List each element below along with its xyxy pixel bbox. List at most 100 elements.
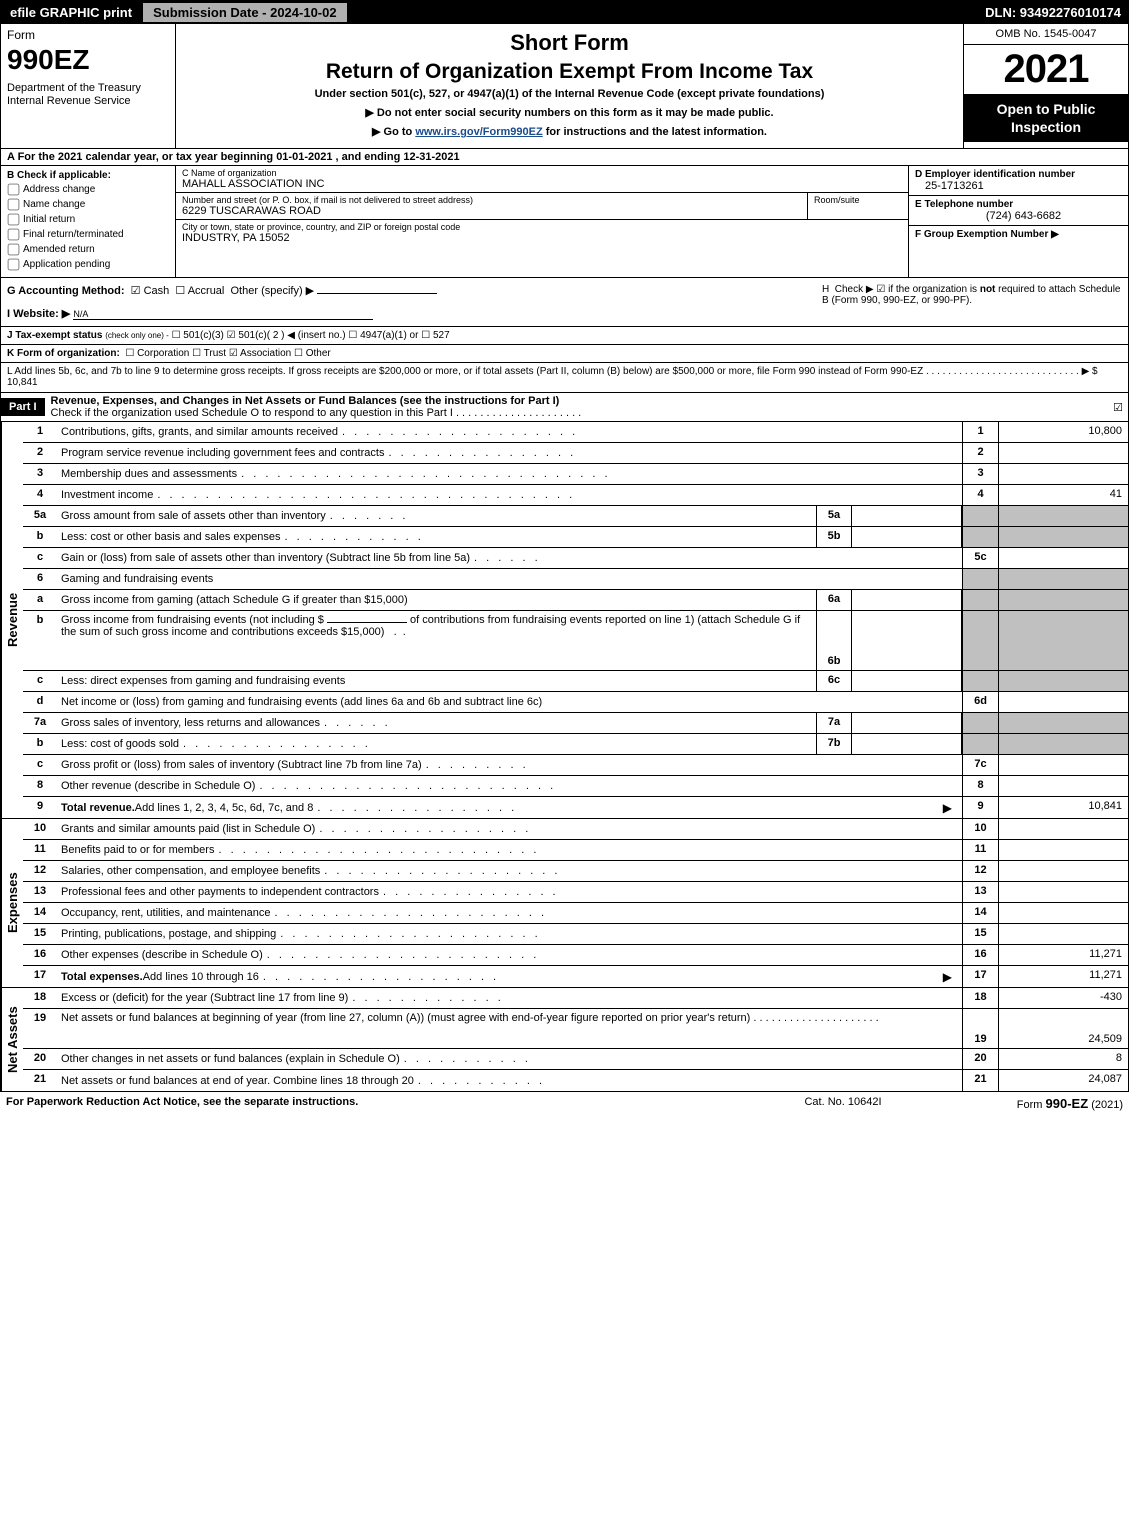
chk-initial-return[interactable]: Initial return — [7, 213, 169, 226]
line-7a: 7a Gross sales of inventory, less return… — [23, 713, 1128, 734]
group-exemption-label: F Group Exemption Number ▶ — [915, 229, 1122, 240]
tel-cell: E Telephone number (724) 643-6682 — [909, 196, 1128, 226]
section-c: C Name of organization MAHALL ASSOCIATIO… — [176, 166, 908, 277]
line-7a-value — [852, 713, 962, 733]
line-j-options: ☐ 501(c)(3) ☑ 501(c)( 2 ) ◀ (insert no.)… — [172, 330, 450, 341]
line-2: 2 Program service revenue including gove… — [23, 443, 1128, 464]
street-value: 6229 TUSCARAWAS ROAD — [182, 205, 801, 217]
efile-label[interactable]: efile GRAPHIC print — [4, 3, 138, 22]
tax-year: 2021 — [964, 45, 1128, 94]
line-14: 14 Occupancy, rent, utilities, and maint… — [23, 903, 1128, 924]
line-6d-value — [998, 692, 1128, 712]
part-1-check-dots: . . . . . . . . . . . . . . . . . . . . … — [456, 407, 581, 419]
form-number: 990EZ — [7, 44, 169, 76]
header-right: OMB No. 1545-0047 2021 Open to Public In… — [963, 24, 1128, 148]
net-assets-section: Net Assets 18 Excess or (deficit) for th… — [0, 988, 1129, 1092]
part-1-badge: Part I — [1, 398, 45, 416]
line-6b-blank[interactable] — [327, 622, 407, 623]
irs-link[interactable]: www.irs.gov/Form990EZ — [415, 126, 542, 138]
part-1-check-text: Check if the organization used Schedule … — [51, 407, 453, 419]
line-19: 19 Net assets or fund balances at beginn… — [23, 1009, 1128, 1049]
room-label: Room/suite — [814, 195, 902, 205]
line-16: 16 Other expenses (describe in Schedule … — [23, 945, 1128, 966]
line-5c-value — [998, 548, 1128, 568]
org-info-block: B Check if applicable: Address change Na… — [0, 166, 1129, 277]
chk-address-change[interactable]: Address change — [7, 183, 169, 196]
chk-final-return[interactable]: Final return/terminated — [7, 228, 169, 241]
other-specify-field[interactable] — [317, 293, 437, 294]
line-11-value — [998, 840, 1128, 860]
chk-application-pending[interactable]: Application pending — [7, 258, 169, 271]
line-18-value: -430 — [998, 988, 1128, 1008]
line-9: 9 Total revenue. Add lines 1, 2, 3, 4, 5… — [23, 797, 1128, 818]
line-15-value — [998, 924, 1128, 944]
page-footer: For Paperwork Reduction Act Notice, see … — [0, 1092, 1129, 1115]
net-assets-body: 18 Excess or (deficit) for the year (Sub… — [23, 988, 1128, 1091]
section-d: D Employer identification number 25-1713… — [908, 166, 1128, 277]
line-4-value: 41 — [998, 485, 1128, 505]
arrow-icon: ▶ — [937, 970, 958, 984]
line-3: 3 Membership dues and assessments. . . .… — [23, 464, 1128, 485]
line-3-value — [998, 464, 1128, 484]
line-7b-value — [852, 734, 962, 754]
header-left: Form 990EZ Department of the Treasury In… — [1, 24, 176, 148]
instruction-2: ▶ Go to www.irs.gov/Form990EZ for instru… — [184, 125, 955, 138]
line-10: 10 Grants and similar amounts paid (list… — [23, 819, 1128, 840]
line-21: 21 Net assets or fund balances at end of… — [23, 1070, 1128, 1091]
net-assets-side-label: Net Assets — [1, 988, 23, 1091]
ein-label: D Employer identification number — [915, 169, 1122, 180]
line-6b: b Gross income from fundraising events (… — [23, 611, 1128, 671]
line-8-value — [998, 776, 1128, 796]
website-value: N/A — [73, 309, 373, 320]
other-option: Other (specify) ▶ — [231, 285, 315, 297]
form-word: Form — [7, 28, 169, 42]
line-l: L Add lines 5b, 6c, and 7b to line 9 to … — [0, 363, 1129, 393]
line-12: 12 Salaries, other compensation, and emp… — [23, 861, 1128, 882]
line-6c-value — [852, 671, 962, 691]
line-1: 1 Contributions, gifts, grants, and simi… — [23, 422, 1128, 443]
top-bar: efile GRAPHIC print Submission Date - 20… — [0, 0, 1129, 24]
short-form-title: Short Form — [184, 30, 955, 56]
line-k-label: K Form of organization: — [7, 348, 120, 359]
omb-number: OMB No. 1545-0047 — [964, 24, 1128, 45]
line-6b-value — [852, 611, 962, 670]
line-5a: 5a Gross amount from sale of assets othe… — [23, 506, 1128, 527]
ein-value: 25-1713261 — [915, 180, 1122, 192]
instr2-post: for instructions and the latest informat… — [543, 126, 767, 138]
line-k-options: ☐ Corporation ☐ Trust ☑ Association ☐ Ot… — [125, 348, 330, 359]
line-6a: a Gross income from gaming (attach Sched… — [23, 590, 1128, 611]
line-17: 17 Total expenses. Add lines 10 through … — [23, 966, 1128, 987]
header-center: Short Form Return of Organization Exempt… — [176, 24, 963, 148]
line-10-value — [998, 819, 1128, 839]
line-17-value: 11,271 — [998, 966, 1128, 987]
section-g: G Accounting Method: ☑ Cash ☐ Accrual Ot… — [7, 284, 822, 320]
line-l-text: L Add lines 5b, 6c, and 7b to line 9 to … — [7, 366, 923, 377]
revenue-section: Revenue 1 Contributions, gifts, grants, … — [0, 422, 1129, 819]
city-cell: City or town, state or province, country… — [176, 220, 908, 246]
line-8: 8 Other revenue (describe in Schedule O)… — [23, 776, 1128, 797]
ein-cell: D Employer identification number 25-1713… — [909, 166, 1128, 196]
line-5b: b Less: cost or other basis and sales ex… — [23, 527, 1128, 548]
chk-amended-return[interactable]: Amended return — [7, 243, 169, 256]
line-4: 4 Investment income. . . . . . . . . . .… — [23, 485, 1128, 506]
chk-name-change[interactable]: Name change — [7, 198, 169, 211]
part-1-checkbox[interactable]: ☑ — [1108, 401, 1128, 414]
city-label: City or town, state or province, country… — [182, 222, 902, 232]
line-5b-value — [852, 527, 962, 547]
line-6c: c Less: direct expenses from gaming and … — [23, 671, 1128, 692]
line-7c: c Gross profit or (loss) from sales of i… — [23, 755, 1128, 776]
line-13-value — [998, 882, 1128, 902]
return-title: Return of Organization Exempt From Incom… — [184, 60, 955, 84]
line-6a-value — [852, 590, 962, 610]
line-a: A For the 2021 calendar year, or tax yea… — [0, 149, 1129, 166]
section-h-text: H Check ▶ ☑ if the organization is not r… — [822, 284, 1120, 306]
section-b: B Check if applicable: Address change Na… — [1, 166, 176, 277]
line-11: 11 Benefits paid to or for members. . . … — [23, 840, 1128, 861]
footer-catalog: Cat. No. 10642I — [743, 1096, 943, 1111]
section-gh: G Accounting Method: ☑ Cash ☐ Accrual Ot… — [0, 277, 1129, 327]
footer-left: For Paperwork Reduction Act Notice, see … — [6, 1096, 743, 1111]
subtitle: Under section 501(c), 527, or 4947(a)(1)… — [184, 88, 955, 100]
line-21-value: 24,087 — [998, 1070, 1128, 1091]
tel-label: E Telephone number — [915, 199, 1122, 210]
instr2-pre: ▶ Go to — [372, 126, 415, 138]
